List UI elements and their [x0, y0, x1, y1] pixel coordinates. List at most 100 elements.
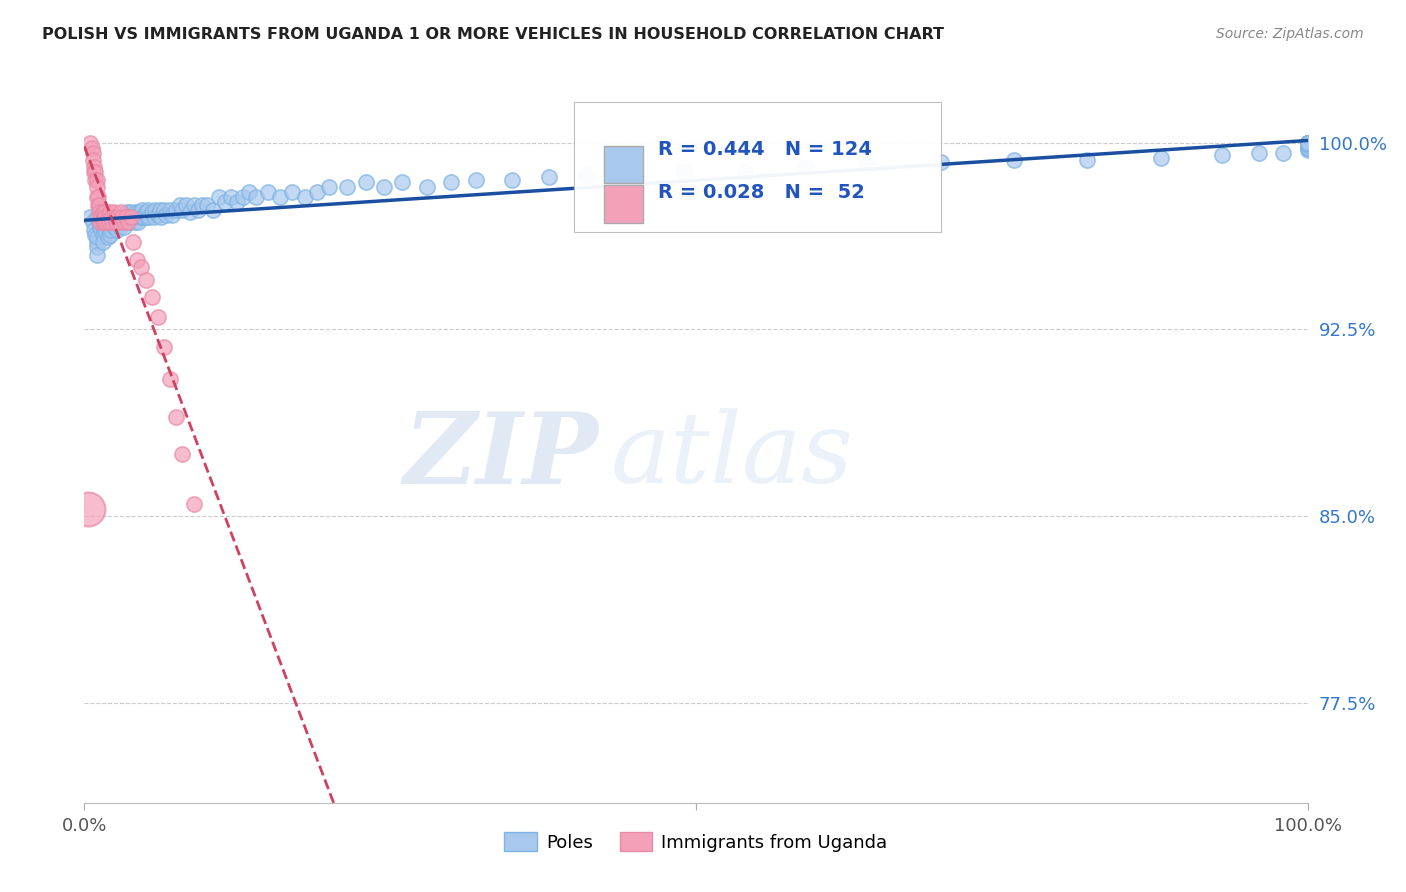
Point	[115, 215, 138, 229]
Point	[672, 165, 695, 179]
Point	[89, 220, 111, 235]
Text: R = 0.444   N = 124: R = 0.444 N = 124	[658, 140, 872, 159]
Point	[257, 186, 280, 200]
Point	[165, 202, 187, 217]
Point	[97, 223, 120, 237]
Point	[93, 211, 115, 225]
Point	[94, 205, 117, 219]
Point	[1296, 136, 1319, 150]
Point	[91, 227, 114, 242]
Point	[336, 180, 359, 194]
Point	[1296, 136, 1319, 150]
Point	[104, 211, 127, 225]
Point	[191, 198, 214, 212]
Point	[94, 215, 117, 229]
Point	[122, 235, 145, 250]
Point	[103, 220, 125, 235]
Point	[86, 240, 108, 254]
Point	[120, 211, 142, 225]
Point	[105, 211, 128, 225]
Point	[105, 223, 128, 237]
Point	[115, 211, 138, 225]
Point	[86, 248, 108, 262]
Point	[143, 202, 166, 217]
Point	[86, 173, 108, 187]
Point	[1296, 136, 1319, 150]
Point	[90, 211, 112, 225]
Point	[305, 186, 328, 200]
Point	[84, 227, 107, 242]
Point	[96, 215, 118, 229]
Point	[226, 195, 249, 210]
Point	[97, 215, 120, 229]
Point	[86, 190, 108, 204]
Point	[172, 202, 194, 217]
Point	[96, 211, 118, 225]
Point	[82, 215, 104, 229]
Point	[111, 211, 134, 225]
Point	[101, 215, 124, 229]
Point	[141, 290, 163, 304]
Point	[98, 205, 121, 219]
Point	[114, 211, 136, 225]
Point	[1296, 143, 1319, 157]
Point	[1272, 145, 1295, 160]
Point	[138, 211, 160, 225]
Point	[232, 190, 254, 204]
Point	[125, 252, 148, 267]
Point	[502, 173, 524, 187]
Point	[294, 190, 316, 204]
Point	[122, 211, 145, 225]
FancyBboxPatch shape	[574, 102, 941, 232]
Text: R = 0.028   N =  52: R = 0.028 N = 52	[658, 183, 865, 202]
Point	[179, 205, 201, 219]
Point	[1150, 151, 1173, 165]
Point	[538, 170, 561, 185]
Point	[214, 195, 236, 210]
Point	[108, 220, 131, 235]
Point	[245, 190, 267, 204]
Point	[117, 211, 139, 225]
Point	[117, 215, 139, 229]
Point	[90, 223, 112, 237]
Point	[201, 202, 224, 217]
Point	[91, 235, 114, 250]
Point	[143, 211, 166, 225]
Point	[105, 218, 128, 232]
Point	[86, 230, 108, 244]
Point	[107, 215, 129, 229]
Point	[856, 158, 879, 172]
Point	[624, 165, 647, 179]
Point	[162, 208, 184, 222]
Point	[153, 340, 176, 354]
Point	[82, 145, 104, 160]
Point	[87, 215, 110, 229]
Point	[86, 211, 108, 225]
Point	[155, 208, 177, 222]
Point	[135, 205, 157, 219]
Point	[79, 136, 101, 150]
Point	[1247, 145, 1270, 160]
Point	[127, 215, 149, 229]
Point	[281, 186, 304, 200]
Point	[135, 272, 157, 286]
Point	[129, 211, 152, 225]
Point	[110, 205, 132, 219]
Point	[100, 223, 122, 237]
Point	[1002, 153, 1025, 167]
Point	[100, 211, 122, 225]
Point	[219, 190, 242, 204]
Point	[391, 176, 413, 190]
Point	[1296, 136, 1319, 150]
Point	[136, 202, 159, 217]
Point	[84, 165, 107, 179]
Point	[146, 208, 169, 222]
Point	[354, 176, 377, 190]
Point	[111, 215, 134, 229]
Point	[86, 235, 108, 250]
Point	[131, 202, 153, 217]
Point	[86, 180, 108, 194]
Point	[1296, 136, 1319, 150]
Point	[575, 168, 598, 182]
Point	[89, 215, 111, 229]
